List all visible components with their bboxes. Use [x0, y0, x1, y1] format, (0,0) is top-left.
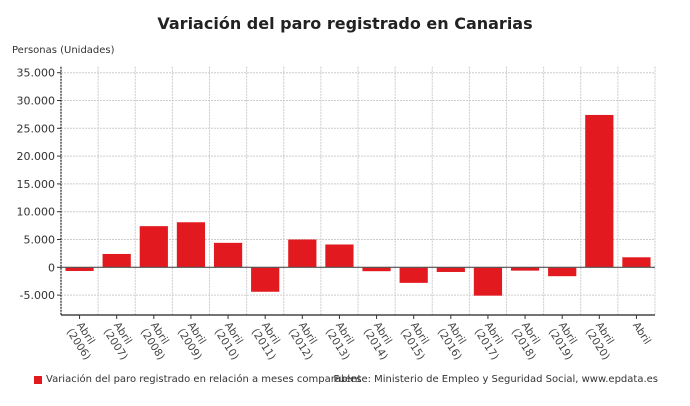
y-tick-label: -5.000 — [20, 289, 55, 302]
y-tick-label: 35.000 — [17, 67, 56, 80]
y-axis-label: Personas (Unidades) — [12, 45, 115, 56]
y-tick-label: 20.000 — [17, 150, 56, 163]
bar — [139, 226, 168, 268]
bar — [65, 267, 94, 271]
bar — [102, 253, 131, 268]
legend-swatch — [34, 375, 42, 384]
y-tick-label: 10.000 — [17, 206, 56, 219]
bar — [176, 222, 206, 268]
bar — [473, 267, 503, 296]
bar — [585, 114, 614, 268]
y-tick-label: 0 — [48, 261, 55, 274]
bar — [362, 267, 391, 272]
bar — [288, 239, 317, 268]
bar — [510, 267, 540, 271]
bar — [548, 267, 577, 277]
bar — [622, 257, 651, 268]
chart-title: Variación del paro registrado en Canaria… — [157, 14, 533, 33]
legend: Variación del paro registrado en relació… — [34, 374, 361, 385]
bar — [325, 244, 354, 268]
bar — [251, 267, 280, 292]
legend-label: Variación del paro registrado en relació… — [46, 374, 362, 385]
y-tick-label: 15.000 — [17, 178, 56, 191]
y-tick-label: 25.000 — [17, 122, 56, 135]
source-note: Fuente: Ministerio de Empleo y Seguridad… — [333, 374, 658, 385]
bar — [399, 267, 428, 283]
y-tick-label: 5.000 — [24, 234, 56, 247]
bar — [436, 267, 465, 272]
bar — [213, 242, 243, 268]
y-tick-label: 30.000 — [17, 95, 56, 108]
